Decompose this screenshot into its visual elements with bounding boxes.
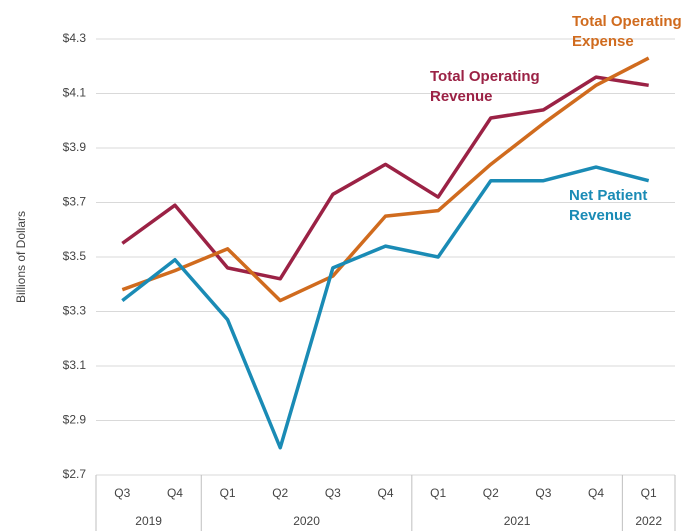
x-tick-label: Q1 — [220, 486, 236, 500]
x-tick-label: Q4 — [167, 486, 183, 500]
x-tick-label: Q3 — [535, 486, 551, 500]
x-tick-label: Q3 — [325, 486, 341, 500]
y-tick-label: $3.7 — [63, 195, 87, 209]
y-tick-label: $3.9 — [63, 140, 87, 154]
y-tick-label: $3.1 — [63, 358, 87, 372]
y-tick-label: $4.1 — [63, 86, 87, 100]
x-group-label: 2019 — [135, 514, 162, 528]
x-group-label: 2022 — [635, 514, 662, 528]
y-tick-label: $2.9 — [63, 413, 87, 427]
x-tick-label: Q1 — [641, 486, 657, 500]
y-tick-label: $4.3 — [63, 31, 87, 45]
series-label: Total Operating Expense — [572, 13, 682, 50]
y-tick-label: $3.3 — [63, 304, 87, 318]
x-tick-label: Q4 — [588, 486, 604, 500]
x-tick-label: Q2 — [483, 486, 499, 500]
y-tick-label: $3.5 — [63, 249, 87, 263]
x-group-label: 2021 — [504, 514, 531, 528]
x-tick-label: Q3 — [114, 486, 130, 500]
series-line — [121, 56, 650, 303]
series-label: Total Operating Revenue — [430, 68, 540, 105]
y-tick-label: $2.7 — [63, 467, 87, 481]
x-group-label: 2020 — [293, 514, 320, 528]
y-axis-label: Billions of Dollars — [14, 211, 28, 303]
series-label: Net Patient Revenue — [569, 187, 648, 224]
x-tick-label: Q1 — [430, 486, 446, 500]
x-tick-label: Q2 — [272, 486, 288, 500]
x-tick-label: Q4 — [377, 486, 393, 500]
series-line — [121, 75, 649, 281]
series-line — [121, 165, 650, 450]
